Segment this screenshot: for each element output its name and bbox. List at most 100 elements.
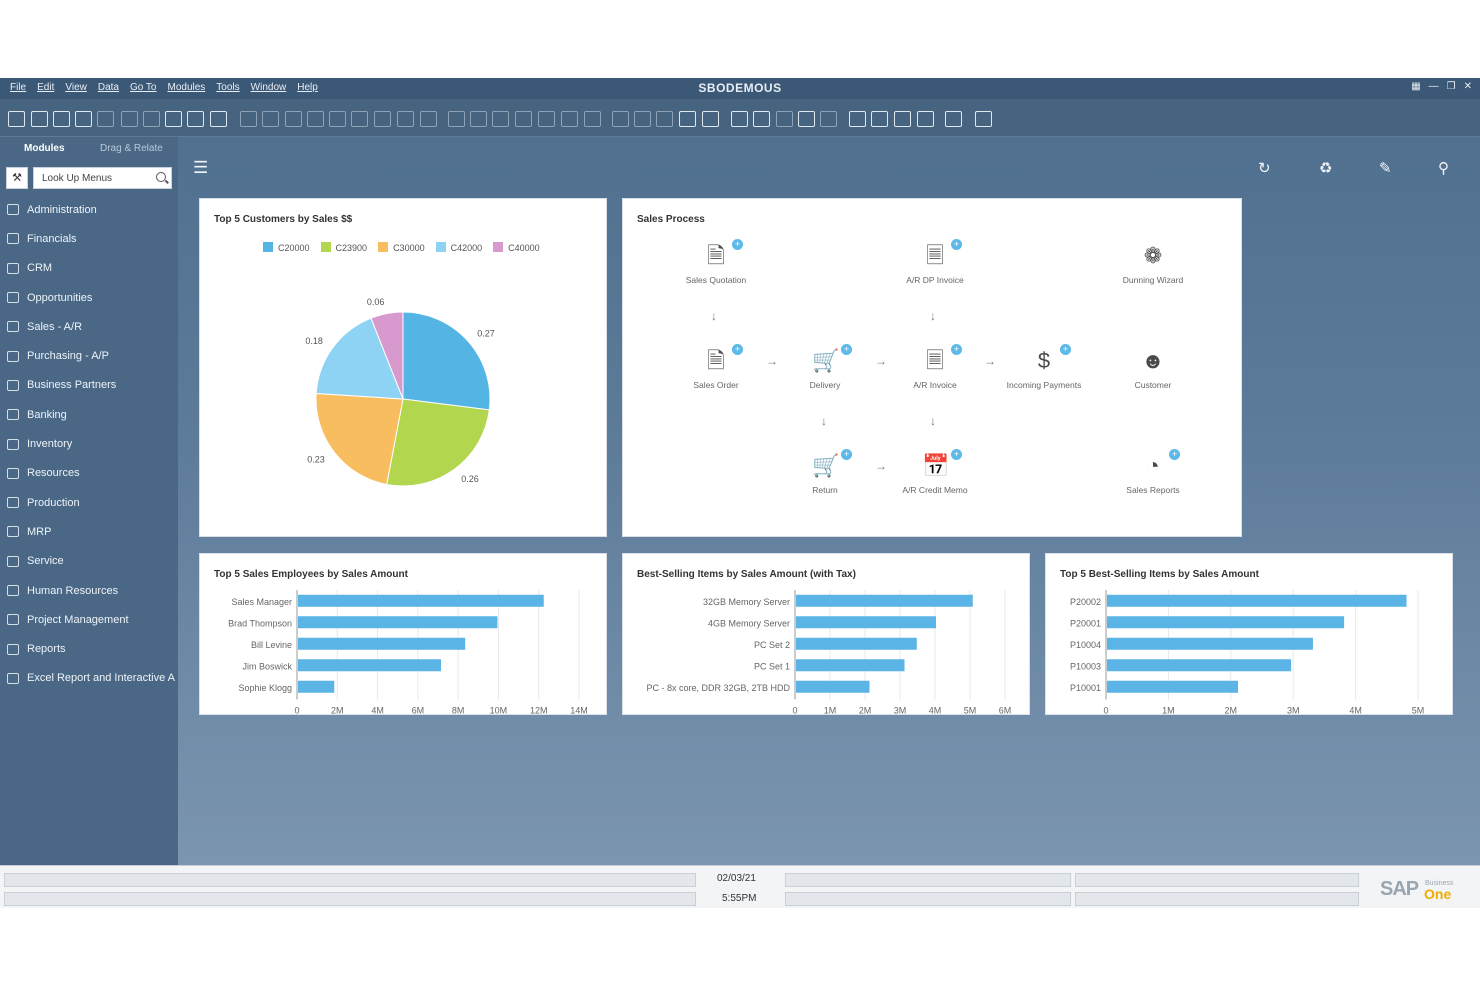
toolbar-button-icon[interactable] bbox=[262, 111, 279, 127]
toolbar-button-icon[interactable] bbox=[538, 111, 555, 127]
toolbar-button-icon[interactable] bbox=[612, 111, 629, 127]
pie-slice[interactable] bbox=[370, 311, 404, 400]
edit-pencil-icon[interactable]: ✎ bbox=[1379, 160, 1392, 177]
menu-window[interactable]: Window bbox=[250, 82, 287, 93]
step-sales-reports[interactable]: ◔ + Sales Reports bbox=[1113, 449, 1193, 495]
hamburger-menu-icon[interactable]: ☰ bbox=[193, 158, 209, 177]
sidebar-item-business-partners[interactable]: Business Partners bbox=[0, 371, 178, 400]
plus-icon[interactable]: + bbox=[841, 449, 852, 460]
toolbar-button-icon[interactable] bbox=[656, 111, 673, 127]
toolbar-button-icon[interactable] bbox=[871, 111, 888, 127]
plus-icon[interactable]: + bbox=[951, 239, 962, 250]
sidebar-item-reports[interactable]: Reports bbox=[0, 634, 178, 663]
bar[interactable] bbox=[796, 594, 973, 607]
bar[interactable] bbox=[298, 680, 335, 693]
sidebar-item-excel-report[interactable]: Excel Report and Interactive A bbox=[0, 664, 178, 693]
sidebar-item-human-resources[interactable]: Human Resources bbox=[0, 576, 178, 605]
menu-view[interactable]: View bbox=[65, 82, 87, 93]
tab-drag-relate[interactable]: Drag & Relate bbox=[100, 143, 163, 154]
toolbar-button-icon[interactable] bbox=[820, 111, 837, 127]
toolbar-button-icon[interactable] bbox=[143, 111, 160, 127]
sidebar-item-administration[interactable]: Administration bbox=[0, 195, 178, 224]
step-delivery[interactable]: 🛒 + Delivery bbox=[785, 344, 865, 390]
sidebar-item-opportunities[interactable]: Opportunities bbox=[0, 283, 178, 312]
sidebar-item-mrp[interactable]: MRP bbox=[0, 517, 178, 546]
bar[interactable] bbox=[298, 637, 466, 650]
toolbar-button-icon[interactable] bbox=[329, 111, 346, 127]
sidebar-item-financials[interactable]: Financials bbox=[0, 224, 178, 253]
menu-modules[interactable]: Modules bbox=[167, 82, 206, 93]
bar[interactable] bbox=[796, 659, 905, 672]
pie-slice[interactable] bbox=[315, 393, 404, 486]
bar[interactable] bbox=[298, 616, 498, 629]
toolbar-button-icon[interactable] bbox=[515, 111, 532, 127]
toolbar-button-icon[interactable] bbox=[753, 111, 770, 127]
menu-tools[interactable]: Tools bbox=[216, 82, 240, 93]
plus-icon[interactable]: + bbox=[841, 344, 852, 355]
bar[interactable] bbox=[1107, 594, 1407, 607]
toolbar-button-icon[interactable] bbox=[584, 111, 601, 127]
step-incoming-payments[interactable]: $ + Incoming Payments bbox=[1004, 344, 1084, 390]
toolbar-button-icon[interactable] bbox=[917, 111, 934, 127]
bar[interactable] bbox=[298, 659, 442, 672]
tab-modules[interactable]: Modules bbox=[24, 143, 65, 154]
menu-data[interactable]: Data bbox=[97, 82, 119, 93]
bar[interactable] bbox=[796, 680, 870, 693]
toolbar-button-icon[interactable] bbox=[679, 111, 696, 127]
sidebar-item-sales-ar[interactable]: Sales - A/R bbox=[0, 312, 178, 341]
sidebar-item-project-management[interactable]: Project Management bbox=[0, 605, 178, 634]
search-icon[interactable]: ⚲ bbox=[1438, 160, 1449, 177]
toolbar-button-icon[interactable] bbox=[307, 111, 324, 127]
step-return[interactable]: 🛒 + Return bbox=[785, 449, 865, 495]
sidebar-item-banking[interactable]: Banking bbox=[0, 400, 178, 429]
bar[interactable] bbox=[1107, 637, 1313, 650]
layout-icon[interactable]: ▦ bbox=[1411, 81, 1421, 92]
pie-slice[interactable] bbox=[402, 311, 491, 411]
sidebar-item-resources[interactable]: Resources bbox=[0, 459, 178, 488]
step-ar-dp-invoice[interactable]: 🗏 + A/R DP Invoice bbox=[895, 239, 975, 285]
menu-edit[interactable]: Edit bbox=[37, 82, 55, 93]
plus-icon[interactable]: + bbox=[951, 449, 962, 460]
sidebar-item-inventory[interactable]: Inventory bbox=[0, 429, 178, 458]
step-customer[interactable]: ☻ Customer bbox=[1113, 348, 1193, 390]
bar[interactable] bbox=[298, 594, 544, 607]
toolbar-button-icon[interactable] bbox=[210, 111, 227, 127]
toolbar-button-icon[interactable] bbox=[849, 111, 866, 127]
toolbar-button-icon[interactable] bbox=[894, 111, 911, 127]
refresh-icon[interactable]: ↻ bbox=[1258, 160, 1271, 177]
toolbar-button-icon[interactable] bbox=[374, 111, 391, 127]
minimize-icon[interactable]: — bbox=[1428, 81, 1439, 92]
plus-icon[interactable]: + bbox=[732, 239, 743, 250]
bar[interactable] bbox=[1107, 680, 1239, 693]
toolbar-button-icon[interactable] bbox=[448, 111, 465, 127]
toolbar-button-icon[interactable] bbox=[397, 111, 414, 127]
sidebar-item-service[interactable]: Service bbox=[0, 547, 178, 576]
look-up-menus-input[interactable]: Look Up Menus bbox=[33, 167, 172, 189]
restore-icon[interactable]: ❐ bbox=[1446, 81, 1456, 92]
bar[interactable] bbox=[796, 637, 917, 650]
plus-icon[interactable]: + bbox=[951, 344, 962, 355]
toolbar-button-icon[interactable] bbox=[351, 111, 368, 127]
bar[interactable] bbox=[1107, 616, 1345, 629]
toolbar-button-icon[interactable] bbox=[945, 111, 962, 127]
toolbar-button-icon[interactable] bbox=[75, 111, 92, 127]
toolbar-button-icon[interactable] bbox=[561, 111, 578, 127]
sidebar-item-crm[interactable]: CRM bbox=[0, 254, 178, 283]
toolbar-button-icon[interactable] bbox=[492, 111, 509, 127]
step-sales-quotation[interactable]: 🗎 + Sales Quotation bbox=[676, 239, 756, 285]
sidebar-item-production[interactable]: Production bbox=[0, 488, 178, 517]
toolbar-button-icon[interactable] bbox=[187, 111, 204, 127]
bar[interactable] bbox=[796, 616, 936, 629]
step-dunning-wizard[interactable]: ❁ Dunning Wizard bbox=[1113, 243, 1193, 285]
toolbar-button-icon[interactable] bbox=[97, 111, 114, 127]
search-icon[interactable] bbox=[156, 172, 166, 182]
toolbar-button-icon[interactable] bbox=[8, 111, 25, 127]
toolbar-button-icon[interactable] bbox=[285, 111, 302, 127]
toolbar-button-icon[interactable] bbox=[798, 111, 815, 127]
toolbar-button-icon[interactable] bbox=[53, 111, 70, 127]
toolbar-button-icon[interactable] bbox=[975, 111, 992, 127]
step-ar-invoice[interactable]: 🗏 + A/R Invoice bbox=[895, 344, 975, 390]
toolbar-button-icon[interactable] bbox=[121, 111, 138, 127]
wrench-icon[interactable]: ⚒ bbox=[6, 167, 28, 189]
step-sales-order[interactable]: 🗎 + Sales Order bbox=[676, 344, 756, 390]
